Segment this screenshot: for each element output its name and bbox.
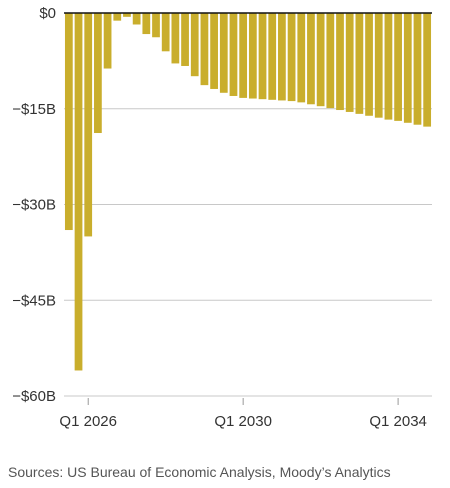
- bar: [94, 13, 102, 134]
- bar: [403, 13, 412, 123]
- bar: [152, 13, 160, 38]
- bar: [258, 13, 267, 100]
- gridlines: [64, 108, 432, 397]
- bar: [287, 13, 296, 102]
- bar: [190, 13, 199, 77]
- bar: [113, 13, 122, 21]
- y-tick-label: −$60B: [12, 388, 56, 405]
- bar: [297, 13, 306, 103]
- bar: [365, 13, 373, 116]
- y-tick-label: −$15B: [12, 101, 56, 118]
- bar: [161, 13, 170, 52]
- bar: [316, 13, 325, 107]
- bar: [345, 13, 354, 112]
- bar: [132, 13, 141, 25]
- y-tick-label: −$45B: [12, 292, 56, 309]
- source-note: Sources: US Bureau of Economic Analysis,…: [8, 464, 391, 480]
- bar: [268, 13, 277, 100]
- bar: [171, 13, 180, 64]
- x-tick-label: Q1 2026: [59, 413, 117, 430]
- y-tick-label: −$30B: [12, 197, 56, 214]
- bar: [74, 13, 83, 371]
- bar: [219, 13, 228, 93]
- bar: [200, 13, 209, 86]
- bar: [103, 13, 112, 69]
- bar: [374, 13, 383, 118]
- bar: [423, 13, 432, 127]
- bar: [229, 13, 238, 96]
- x-tick-label: Q1 2030: [214, 413, 272, 430]
- bar: [336, 13, 344, 111]
- bar: [326, 13, 335, 109]
- bar: [384, 13, 393, 120]
- bar: [307, 13, 315, 105]
- bar: [248, 13, 257, 99]
- bar: [210, 13, 218, 89]
- bar: [123, 13, 131, 17]
- bar: [64, 13, 73, 231]
- y-tick-label: $0: [39, 5, 56, 22]
- bar: [278, 13, 286, 101]
- bar: [355, 13, 364, 114]
- bar: [394, 13, 402, 121]
- bar-series: [64, 13, 432, 371]
- bar: [84, 13, 93, 237]
- bar: [142, 13, 151, 35]
- deficit-bar-chart: $0 −$15B −$30B −$45B −$60B Q1 2026 Q1 2030 Q1 2…: [12, 5, 432, 430]
- x-tick-label: Q1 2034: [369, 413, 427, 430]
- bar: [181, 13, 189, 66]
- bar: [413, 13, 422, 125]
- bar: [239, 13, 248, 98]
